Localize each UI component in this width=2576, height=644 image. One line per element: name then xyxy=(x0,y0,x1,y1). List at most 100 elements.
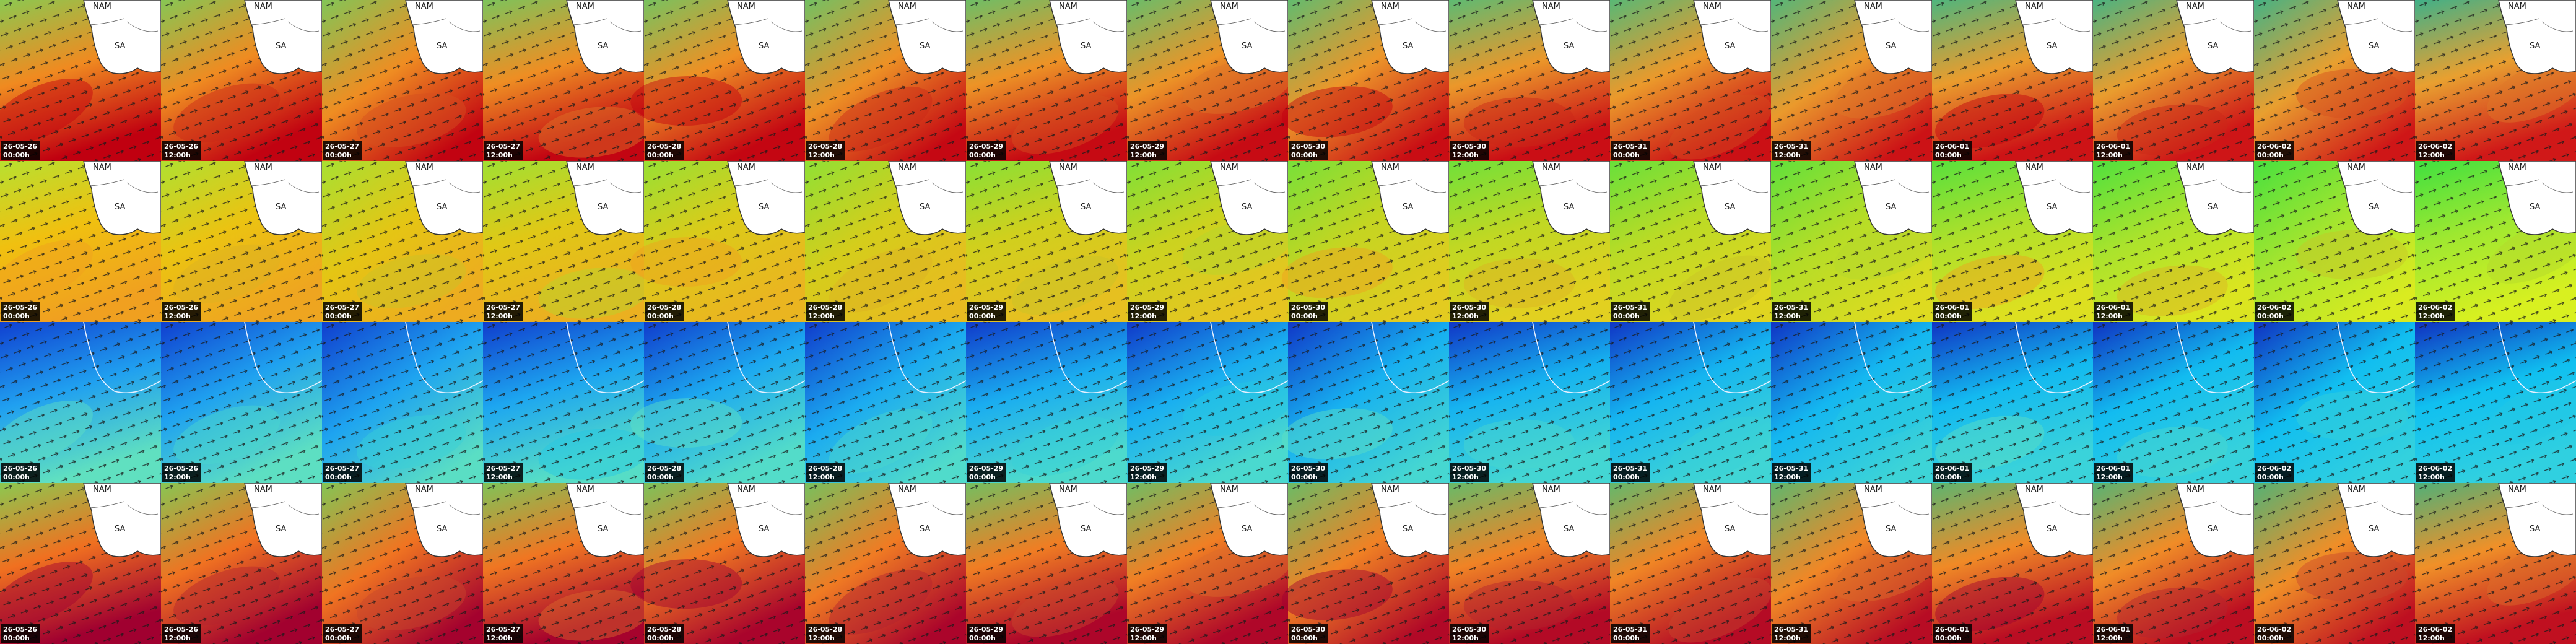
stamp-box xyxy=(2094,302,2133,321)
forecast-time: 00:00h xyxy=(969,634,996,642)
wind-arrows xyxy=(2254,322,2415,483)
stamp-box xyxy=(2416,141,2455,160)
country-label: NAM xyxy=(2508,163,2526,172)
wind-arrows xyxy=(483,322,644,483)
country-label: NAM xyxy=(1864,163,1882,172)
forecast-date: 26-05-30 xyxy=(1291,464,1325,472)
stamp-box xyxy=(1933,141,1972,160)
country-label: SA xyxy=(2530,41,2540,51)
stamp-box xyxy=(2094,463,2133,482)
country-label: NAM xyxy=(254,163,272,172)
forecast-time: 00:00h xyxy=(2257,151,2284,159)
forecast-date: 26-05-31 xyxy=(1774,464,1808,472)
forecast-time: 12:00h xyxy=(808,151,835,159)
stamp-box xyxy=(162,141,201,160)
forecast-time: 00:00h xyxy=(647,151,674,159)
forecast-date: 26-05-30 xyxy=(1291,303,1325,311)
country-label: SA xyxy=(1081,524,1091,534)
stamp-box xyxy=(1772,141,1811,160)
country-label: SA xyxy=(1886,41,1896,51)
forecast-date: 26-05-30 xyxy=(1291,142,1325,150)
stamp-box xyxy=(2255,302,2294,321)
country-label: SA xyxy=(2208,202,2218,212)
stamp-box xyxy=(967,302,1006,321)
country-label: SA xyxy=(2047,41,2057,51)
forecast-time: 12:00h xyxy=(1130,312,1157,320)
forecast-date: 26-05-27 xyxy=(486,464,520,472)
forecast-time: 12:00h xyxy=(164,634,191,642)
forecast-date: 26-05-27 xyxy=(325,142,359,150)
wind-arrows xyxy=(1771,322,1932,483)
country-label: SA xyxy=(920,41,930,51)
wind-arrows xyxy=(322,322,483,483)
country-label: SA xyxy=(276,524,286,534)
country-label: SA xyxy=(1564,202,1574,212)
country-label: NAM xyxy=(898,2,916,11)
country-label: NAM xyxy=(93,163,111,172)
forecast-time: 00:00h xyxy=(2257,312,2284,320)
forecast-time: 00:00h xyxy=(1291,473,1318,481)
forecast-date: 26-05-26 xyxy=(3,464,37,472)
forecast-time: 00:00h xyxy=(1935,634,1962,642)
country-label: SA xyxy=(1403,524,1413,534)
wind-arrows xyxy=(1449,322,1610,483)
wind-arrows xyxy=(805,322,966,483)
country-label: NAM xyxy=(2025,2,2043,11)
forecast-date: 26-05-26 xyxy=(3,142,37,150)
forecast-date: 26-06-01 xyxy=(2096,625,2130,633)
country-label: NAM xyxy=(1220,2,1238,11)
forecast-date: 26-05-28 xyxy=(808,303,842,311)
forecast-time: 12:00h xyxy=(1130,634,1157,642)
country-label: SA xyxy=(1403,202,1413,212)
forecast-time: 12:00h xyxy=(2096,634,2123,642)
country-label: SA xyxy=(2530,524,2540,534)
stamp-box xyxy=(2094,624,2133,643)
wind-arrows xyxy=(644,322,805,483)
stamp-box xyxy=(1,141,40,160)
country-label: SA xyxy=(598,202,608,212)
stamp-box xyxy=(2094,141,2133,160)
forecast-date: 26-05-31 xyxy=(1613,625,1647,633)
forecast-date: 26-06-02 xyxy=(2418,464,2452,472)
country-label: NAM xyxy=(1542,163,1560,172)
country-label: NAM xyxy=(415,163,433,172)
country-label: SA xyxy=(437,41,447,51)
stamp-box xyxy=(645,624,684,643)
forecast-date: 26-06-02 xyxy=(2257,625,2291,633)
stamp-box xyxy=(1128,141,1167,160)
stamp-box xyxy=(1289,302,1328,321)
forecast-date: 26-06-02 xyxy=(2257,464,2291,472)
country-label: SA xyxy=(1886,202,1896,212)
wind-arrows xyxy=(2093,322,2254,483)
country-label: SA xyxy=(276,41,286,51)
forecast-time: 12:00h xyxy=(808,473,835,481)
forecast-time: 00:00h xyxy=(1291,634,1318,642)
forecast-date: 26-05-30 xyxy=(1452,625,1486,633)
country-label: NAM xyxy=(1059,2,1077,11)
forecast-time: 00:00h xyxy=(969,312,996,320)
forecast-time: 12:00h xyxy=(486,312,513,320)
country-label: NAM xyxy=(1864,485,1882,494)
stamp-box xyxy=(162,624,201,643)
country-label: SA xyxy=(1564,524,1574,534)
forecast-date: 26-06-02 xyxy=(2257,142,2291,150)
forecast-time: 00:00h xyxy=(647,473,674,481)
stamp-box xyxy=(1772,463,1811,482)
forecast-time: 00:00h xyxy=(1291,151,1318,159)
